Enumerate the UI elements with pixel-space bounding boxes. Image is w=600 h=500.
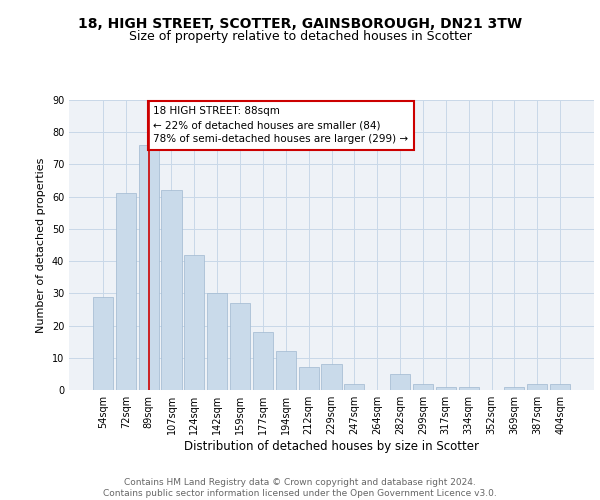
Bar (458, 387, 479, 390)
Bar (344, 384, 364, 390)
Text: Contains HM Land Registry data © Crown copyright and database right 2024.
Contai: Contains HM Land Registry data © Crown c… (103, 478, 497, 498)
Bar (139, 145, 158, 390)
Bar (93, 296, 113, 390)
Bar (322, 364, 341, 390)
X-axis label: Distribution of detached houses by size in Scotter: Distribution of detached houses by size … (184, 440, 479, 453)
Bar (550, 384, 570, 390)
Bar (390, 374, 410, 390)
Bar (184, 254, 205, 390)
Bar (230, 303, 250, 390)
Bar (413, 384, 433, 390)
Bar (505, 387, 524, 390)
Y-axis label: Number of detached properties: Number of detached properties (36, 158, 46, 332)
Text: Size of property relative to detached houses in Scotter: Size of property relative to detached ho… (128, 30, 472, 43)
Bar (436, 387, 456, 390)
Bar (253, 332, 273, 390)
Bar (276, 352, 296, 390)
Bar (161, 190, 182, 390)
Text: 18 HIGH STREET: 88sqm
← 22% of detached houses are smaller (84)
78% of semi-deta: 18 HIGH STREET: 88sqm ← 22% of detached … (153, 106, 409, 144)
Bar (299, 368, 319, 390)
Text: 18, HIGH STREET, SCOTTER, GAINSBOROUGH, DN21 3TW: 18, HIGH STREET, SCOTTER, GAINSBOROUGH, … (78, 18, 522, 32)
Bar (527, 384, 547, 390)
Bar (207, 294, 227, 390)
Bar (116, 194, 136, 390)
